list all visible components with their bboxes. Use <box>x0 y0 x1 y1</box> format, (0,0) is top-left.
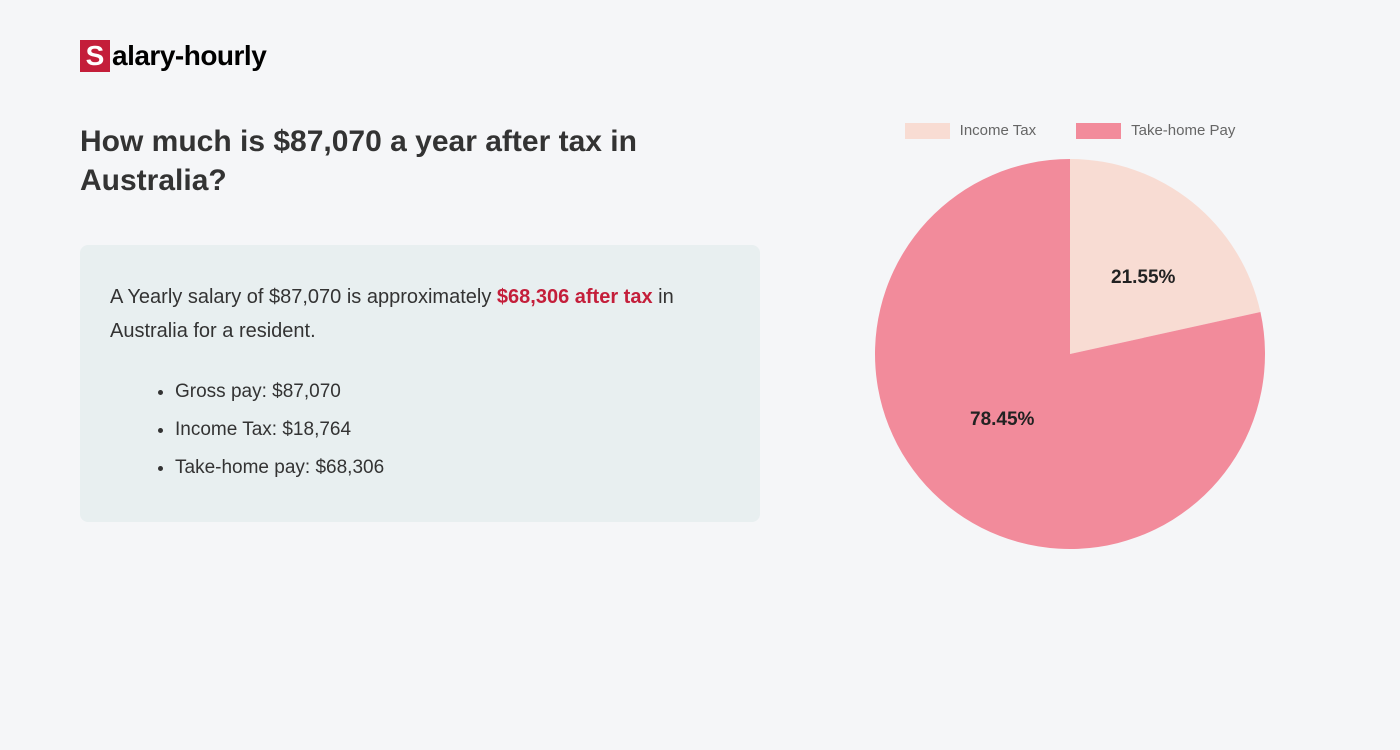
logo-letter-icon: S <box>80 40 110 72</box>
summary-info-box: A Yearly salary of $87,070 is approximat… <box>80 245 760 522</box>
pie-label-takehome: 78.45% <box>970 409 1034 431</box>
legend-item-takehome: Take-home Pay <box>1076 122 1235 139</box>
details-list: Gross pay: $87,070 Income Tax: $18,764 T… <box>110 373 730 487</box>
detail-gross-pay: Gross pay: $87,070 <box>175 373 730 411</box>
legend-swatch-takehome <box>1076 123 1121 139</box>
detail-income-tax: Income Tax: $18,764 <box>175 411 730 449</box>
legend-swatch-income-tax <box>905 123 950 139</box>
detail-takehome-pay: Take-home pay: $68,306 <box>175 449 730 487</box>
chart-panel: Income Tax Take-home Pay 21.55% 78.45% <box>820 122 1320 549</box>
site-logo: S alary-hourly <box>80 40 1320 72</box>
summary-highlight: $68,306 after tax <box>497 286 653 308</box>
pie-label-income-tax: 21.55% <box>1111 267 1175 289</box>
pie-chart: 21.55% 78.45% <box>875 159 1265 549</box>
legend-label-income-tax: Income Tax <box>960 122 1036 139</box>
page-title: How much is $87,070 a year after tax in … <box>80 122 760 200</box>
summary-text: A Yearly salary of $87,070 is approximat… <box>110 280 730 348</box>
legend-label-takehome: Take-home Pay <box>1131 122 1235 139</box>
content-panel: How much is $87,070 a year after tax in … <box>80 122 760 549</box>
summary-prefix: A Yearly salary of $87,070 is approximat… <box>110 286 497 308</box>
main-container: How much is $87,070 a year after tax in … <box>80 122 1320 549</box>
chart-legend: Income Tax Take-home Pay <box>905 122 1236 139</box>
pie-svg <box>875 159 1265 549</box>
logo-text: alary-hourly <box>112 40 266 72</box>
legend-item-income-tax: Income Tax <box>905 122 1036 139</box>
